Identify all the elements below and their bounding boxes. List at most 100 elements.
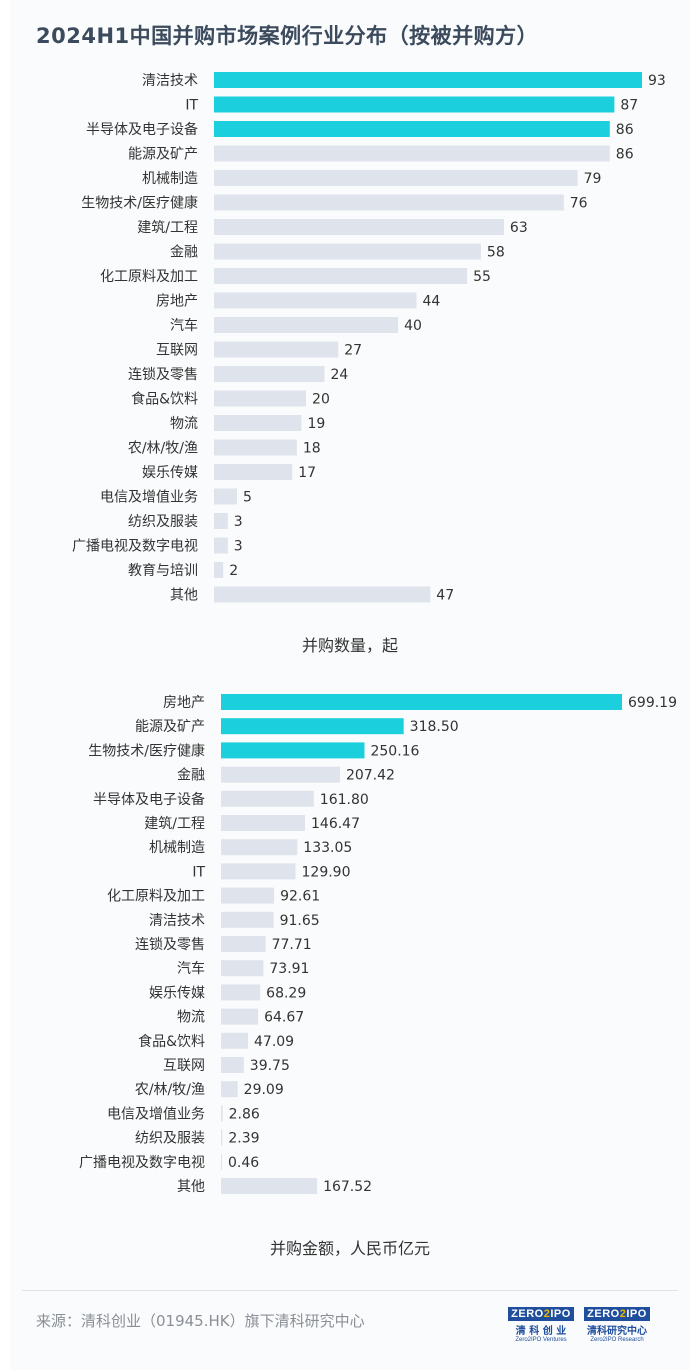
- category-label: 互联网: [163, 1058, 205, 1074]
- category-label: IT: [185, 98, 198, 114]
- value-label: 91.65: [280, 913, 320, 929]
- bar: [221, 1129, 223, 1146]
- category-label: 广播电视及数字电视: [72, 539, 198, 555]
- value-label: 29.09: [244, 1082, 284, 1098]
- value-label: 146.47: [311, 816, 360, 832]
- bar: [221, 960, 264, 977]
- category-label: 电信及增值业务: [100, 490, 198, 506]
- value-label: 318.50: [410, 719, 459, 735]
- category-label: 生物技术/医疗健康: [81, 195, 198, 212]
- category-label: 农/林/牧/渔: [135, 1082, 205, 1098]
- bar: [214, 464, 293, 480]
- bar: [214, 121, 610, 137]
- bar: [214, 145, 610, 162]
- value-label: 20: [312, 392, 330, 408]
- value-label: 76: [570, 196, 588, 212]
- bar: [214, 243, 481, 260]
- value-label: 47: [436, 588, 454, 604]
- deal-count-caption: 并购数量，起: [301, 636, 398, 655]
- category-label: 机械制造: [149, 840, 205, 856]
- value-label: 86: [616, 122, 634, 138]
- category-label: 机械制造: [142, 171, 198, 187]
- value-label: 58: [487, 245, 505, 261]
- bar: [214, 513, 228, 529]
- value-label: 40: [404, 318, 422, 334]
- category-label: 其他: [170, 588, 198, 604]
- logo-mark: ZERO2IPO: [584, 1307, 650, 1321]
- category-label: 金融: [177, 768, 205, 784]
- category-label: 食品&饮料: [138, 1033, 205, 1050]
- value-label: 68.29: [266, 985, 306, 1001]
- category-label: 能源及矿产: [135, 719, 205, 735]
- bar: [214, 390, 307, 407]
- category-label: 清洁技术: [149, 913, 205, 929]
- bar: [214, 366, 325, 382]
- bar: [221, 790, 314, 807]
- category-label: 金融: [170, 245, 198, 261]
- category-label: 互联网: [156, 343, 198, 359]
- bar: [221, 742, 365, 759]
- category-label: 娱乐传媒: [142, 465, 198, 481]
- value-label: 77.71: [272, 937, 312, 953]
- logo-en-text: Zero2IPO Ventures: [515, 1337, 567, 1343]
- bar: [214, 292, 417, 309]
- deal-amount-caption: 并购金额，人民币亿元: [269, 1239, 430, 1258]
- category-label: 化工原料及加工: [107, 889, 205, 905]
- bar: [221, 839, 298, 856]
- bar: [221, 1178, 318, 1194]
- value-label: 207.42: [346, 768, 395, 784]
- bar: [221, 1081, 238, 1098]
- deal-amount-chart: 房地产 699.19 能源及矿产 318.50 生物技术/医疗健康 250.16 金融 207…: [79, 694, 677, 1195]
- bar: [214, 586, 431, 603]
- category-label: 房地产: [163, 695, 205, 711]
- bar: [221, 815, 306, 831]
- category-label: 农/林/牧/渔: [128, 441, 198, 457]
- bar: [221, 936, 266, 952]
- category-label: 教育与培训: [128, 563, 198, 579]
- bar: [221, 1032, 249, 1049]
- value-label: 167.52: [323, 1179, 372, 1195]
- zero2ipo-research-logo: ZERO2IPO 清科研究中心 Zero2IPO Research: [584, 1302, 650, 1343]
- category-label: 纺织及服装: [128, 514, 198, 530]
- value-label: 3: [234, 514, 243, 530]
- bar: [214, 488, 238, 505]
- bar: [214, 439, 297, 456]
- bar: [214, 415, 302, 431]
- value-label: 73.91: [269, 961, 309, 977]
- category-label: 连锁及零售: [128, 367, 198, 383]
- value-label: 24: [330, 367, 348, 383]
- category-label: 食品&饮料: [131, 391, 198, 408]
- logo-en-text: Zero2IPO Research: [590, 1337, 644, 1343]
- category-label: 生物技术/医疗健康: [88, 742, 205, 759]
- logo-mark: ZERO2IPO: [508, 1307, 574, 1321]
- bar: [221, 863, 296, 880]
- category-label: 建筑/工程: [144, 816, 205, 832]
- value-label: 161.80: [320, 792, 369, 808]
- bar: [214, 341, 339, 358]
- value-label: 5: [243, 490, 252, 506]
- value-label: 18: [303, 441, 321, 457]
- category-label: 纺织及服装: [135, 1131, 205, 1147]
- value-label: 39.75: [250, 1058, 290, 1074]
- category-label: 汽车: [177, 960, 205, 977]
- bar: [221, 911, 274, 928]
- bar: [221, 766, 340, 783]
- zero2ipo-ventures-logo: ZERO2IPO 清 科 创 业 Zero2IPO Ventures: [508, 1302, 574, 1343]
- bar: [221, 1153, 222, 1170]
- bar: [221, 1057, 244, 1073]
- category-label: 半导体及电子设备: [86, 121, 198, 138]
- category-label: 娱乐传媒: [149, 985, 205, 1001]
- value-label: 0.46: [228, 1155, 259, 1171]
- bar: [221, 887, 275, 904]
- value-label: 19: [307, 416, 325, 432]
- value-label: 87: [620, 98, 638, 114]
- bar: [214, 268, 468, 284]
- value-label: 17: [298, 465, 316, 481]
- value-label: 44: [422, 294, 440, 310]
- bar: [214, 194, 564, 211]
- value-label: 2.39: [228, 1131, 259, 1147]
- value-label: 699.19: [628, 695, 677, 711]
- source-note: 来源：清科创业（01945.HK）旗下清科研究中心: [36, 1312, 365, 1330]
- category-label: 连锁及零售: [135, 937, 205, 953]
- category-label: 房地产: [156, 294, 198, 310]
